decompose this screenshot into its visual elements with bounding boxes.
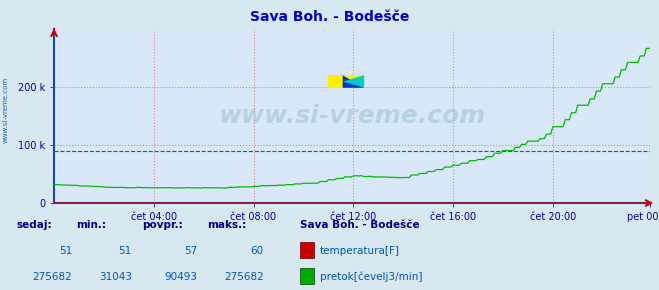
Text: 51: 51	[59, 246, 72, 256]
Text: pretok[čevelj3/min]: pretok[čevelj3/min]	[320, 272, 422, 282]
Text: www.si-vreme.com: www.si-vreme.com	[2, 77, 9, 143]
Polygon shape	[343, 75, 364, 88]
Text: sedaj:: sedaj:	[16, 220, 52, 230]
Text: temperatura[F]: temperatura[F]	[320, 246, 399, 256]
Text: Sava Boh. - Bodešče: Sava Boh. - Bodešče	[300, 220, 420, 230]
Text: 60: 60	[250, 246, 264, 256]
Text: povpr.:: povpr.:	[142, 220, 183, 230]
Text: min.:: min.:	[76, 220, 106, 230]
Text: 275682: 275682	[224, 272, 264, 282]
Text: 90493: 90493	[165, 272, 198, 282]
Text: maks.:: maks.:	[208, 220, 247, 230]
Text: www.si-vreme.com: www.si-vreme.com	[219, 104, 486, 128]
Bar	[328, 75, 364, 88]
Polygon shape	[343, 75, 364, 88]
Text: 51: 51	[119, 246, 132, 256]
Text: 57: 57	[185, 246, 198, 256]
Text: 275682: 275682	[33, 272, 72, 282]
Text: Sava Boh. - Bodešče: Sava Boh. - Bodešče	[250, 10, 409, 24]
Text: 31043: 31043	[99, 272, 132, 282]
